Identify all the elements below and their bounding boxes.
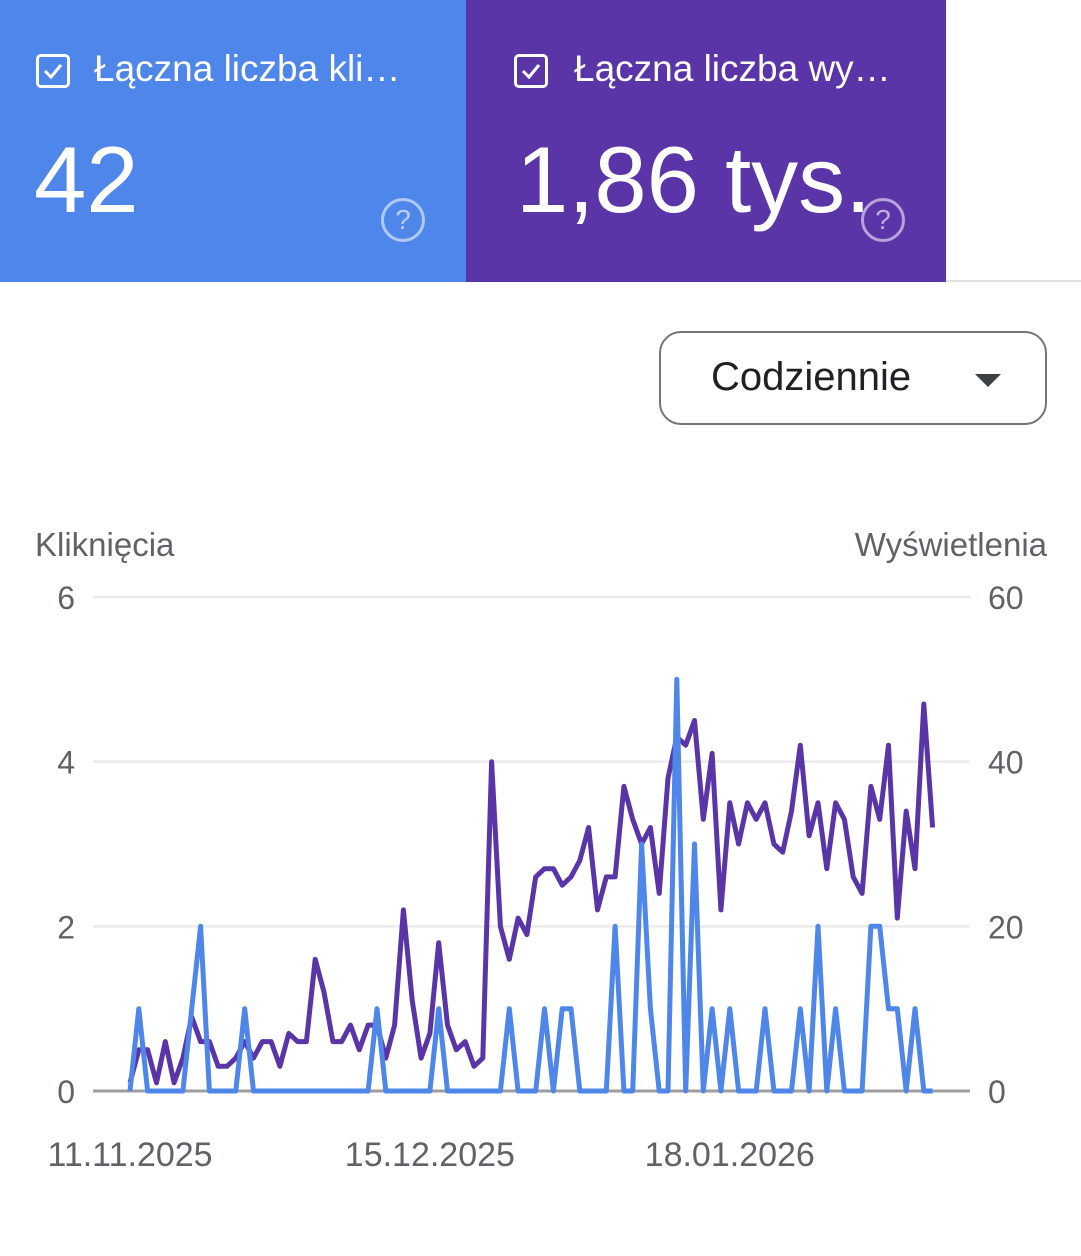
right-axis-title: Wyświetlenia	[854, 526, 1047, 563]
x-tick-label: 18.01.2026	[645, 1136, 815, 1174]
right-tick-label: 20	[988, 909, 1024, 945]
left-tick-label: 0	[57, 1074, 75, 1110]
check-icon	[521, 64, 541, 80]
question-circle-icon[interactable]: ?	[861, 198, 905, 242]
left-axis-title: Kliknięcia	[35, 526, 175, 563]
clicks-label: Łączna liczba kli…	[94, 48, 401, 89]
clicks-card[interactable]: Łączna liczba kli… 42 ?	[0, 0, 466, 282]
impressions-series-line	[127, 701, 936, 1086]
clicks-series-line	[127, 676, 933, 1094]
impressions-label: Łączna liczba wy…	[574, 48, 891, 89]
clicks-value: 42	[34, 127, 139, 232]
next-card-partial[interactable]	[946, 0, 1081, 282]
impressions-value: 1,86 tys.	[516, 127, 872, 232]
check-icon	[43, 64, 63, 80]
question-circle-icon[interactable]: ?	[381, 198, 425, 242]
right-tick-label: 60	[988, 580, 1024, 616]
clicks-checkbox[interactable]	[36, 54, 70, 88]
left-tick-label: 2	[57, 909, 75, 945]
impressions-checkbox[interactable]	[514, 54, 548, 88]
x-tick-label: 11.11.2025	[47, 1136, 212, 1174]
divider	[946, 280, 1081, 282]
x-tick-label: 15.12.2025	[345, 1136, 515, 1174]
left-tick-label: 4	[57, 745, 75, 781]
left-tick-label: 6	[57, 580, 75, 616]
granularity-selected: Codziennie	[711, 355, 912, 399]
right-tick-label: 0	[988, 1074, 1006, 1110]
right-tick-label: 40	[988, 745, 1024, 781]
caret-down-icon	[975, 374, 1001, 387]
impressions-card[interactable]: Łączna liczba wy… 1,86 tys. ?	[466, 0, 946, 282]
granularity-dropdown[interactable]: Codziennie	[659, 331, 1047, 425]
